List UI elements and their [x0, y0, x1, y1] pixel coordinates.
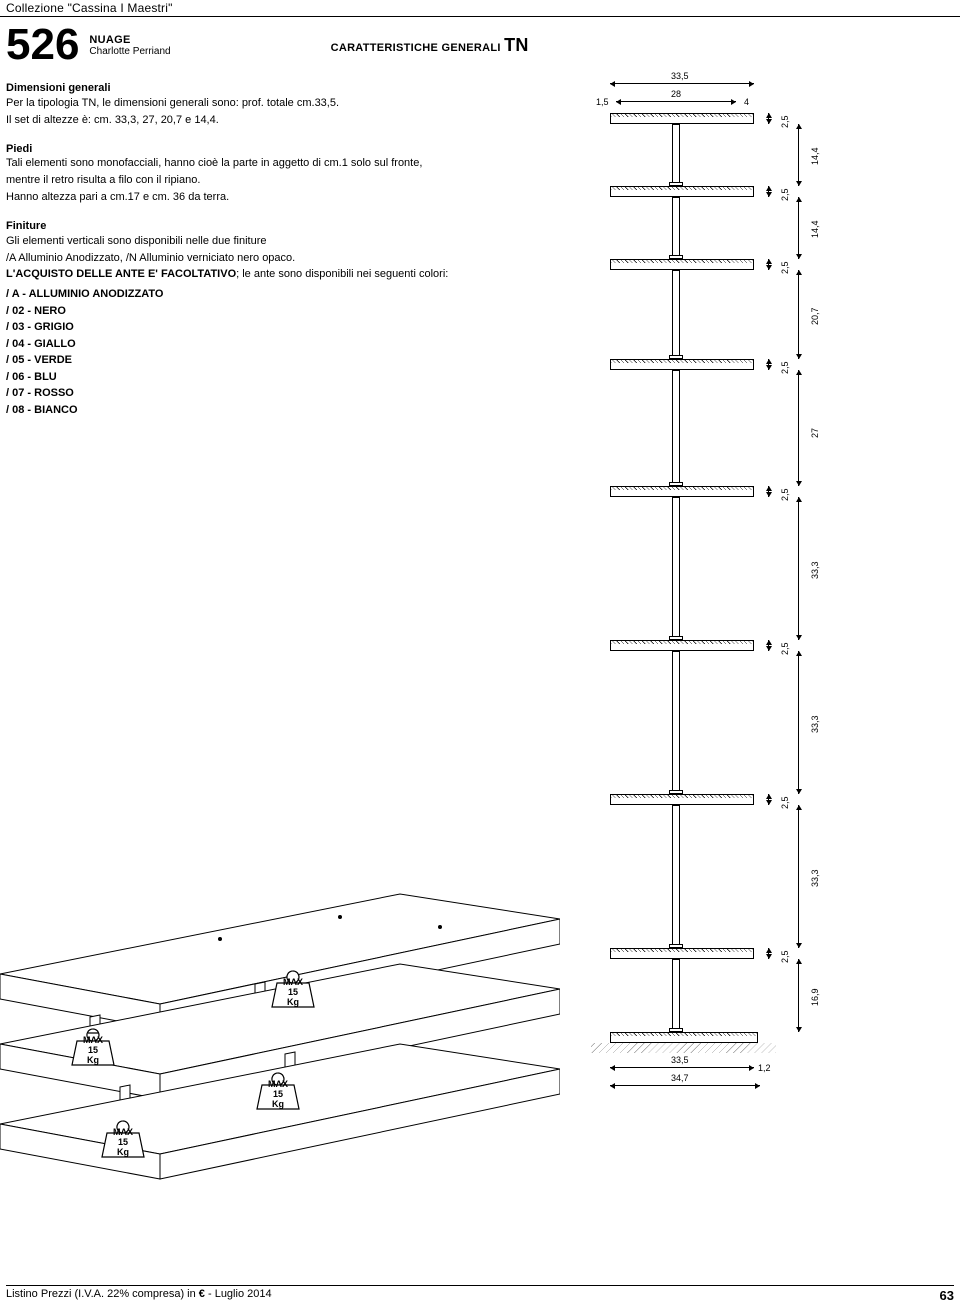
- dim-segment: 14,4: [810, 147, 820, 165]
- dim-top-left: 1,5: [596, 97, 609, 107]
- color-08: / 08 - BIANCO: [6, 402, 546, 419]
- product-block: NUAGE Charlotte Perriand: [89, 34, 170, 57]
- dim-thickness: 2,5: [780, 488, 790, 501]
- finiture-line1: Gli elementi verticali sono disponibili …: [6, 234, 546, 249]
- piedi-line3: Hanno altezza pari a cm.17 e cm. 36 da t…: [6, 190, 546, 205]
- piedi-heading: Piedi: [6, 142, 546, 157]
- dimensioni-line1: Per la tipologia TN, le dimensioni gener…: [6, 96, 546, 111]
- footer-suffix: - Luglio 2014: [205, 1288, 272, 1300]
- max-label: MAX: [113, 1127, 133, 1137]
- max-weight-tag: MAX15 Kg: [100, 1119, 146, 1159]
- color-05: / 05 - VERDE: [6, 352, 546, 369]
- dim-top-center: 33,5: [671, 71, 689, 81]
- model-number: 526: [6, 23, 79, 67]
- vertical-panel: [672, 651, 680, 794]
- dim-segment: 33,3: [810, 715, 820, 733]
- dim-segment: 16,9: [810, 988, 820, 1006]
- perspective-shelf-diagram: MAX15 Kg MAX15 Kg MAX15 Kg MAX15 Kg: [0, 839, 560, 1159]
- color-a: / A - ALLUMINIO ANODIZZATO: [6, 286, 546, 303]
- color-06: / 06 - BLU: [6, 369, 546, 386]
- section-title-prefix: CARATTERISTICHE GENERALI: [331, 42, 501, 54]
- dim-thickness: 2,5: [780, 950, 790, 963]
- side-elevation-diagram: 33,5 1,5 28 4 2,5 14,4 2,5 14,4 2,5 20,7 2,5 27 2,5 3…: [596, 73, 838, 1105]
- finiture-line3-prefix: L'ACQUISTO DELLE ANTE E' FACOLTATIVO: [6, 268, 236, 280]
- dim-segment: 20,7: [810, 307, 820, 325]
- color-04: / 04 - GIALLO: [6, 336, 546, 353]
- floor-hatch: [591, 1043, 776, 1053]
- section-title-type: TN: [504, 35, 529, 55]
- page-number: 63: [940, 1288, 954, 1303]
- dim-bottom-total: 34,7: [671, 1073, 689, 1083]
- dim-bottom-right: 1,2: [758, 1063, 771, 1073]
- finiture-heading: Finiture: [6, 219, 546, 234]
- vertical-panel: [672, 270, 680, 359]
- vertical-panel: [672, 497, 680, 640]
- max-weight: 15 Kg: [272, 1089, 284, 1109]
- max-weight-tag: MAX15 Kg: [255, 1071, 301, 1111]
- finiture-line3-suffix: ; le ante sono disponibili nei seguenti …: [236, 268, 448, 280]
- vertical-panel: [672, 197, 680, 259]
- vertical-panel: [672, 959, 680, 1032]
- vertical-panel: [672, 805, 680, 948]
- text-column: Dimensioni generali Per la tipologia TN,…: [6, 73, 546, 418]
- max-weight-tag: MAX15 Kg: [70, 1027, 116, 1067]
- piedi-line2: mentre il retro risulta a filo con il ri…: [6, 173, 546, 188]
- vertical-panel: [672, 124, 680, 186]
- footer-prefix: Listino Prezzi (I.V.A. 22% compresa) in: [6, 1288, 199, 1300]
- finiture-line3: L'ACQUISTO DELLE ANTE E' FACOLTATIVO; le…: [6, 267, 546, 282]
- max-label: MAX: [268, 1079, 288, 1089]
- dim-thickness: 2,5: [780, 796, 790, 809]
- dim-thickness: 2,5: [780, 261, 790, 274]
- dim-top-shelf: 28: [671, 89, 681, 99]
- dim-segment: 33,3: [810, 561, 820, 579]
- max-weight: 15 Kg: [287, 987, 299, 1007]
- designer-name: Charlotte Perriand: [89, 46, 170, 57]
- dim-thickness: 2,5: [780, 188, 790, 201]
- dim-thickness: 2,5: [780, 115, 790, 128]
- perspective-shelf-svg: [0, 839, 560, 1199]
- dim-segment: 27: [810, 428, 820, 438]
- max-weight: 15 Kg: [117, 1137, 129, 1157]
- dim-top-right: 4: [744, 97, 749, 107]
- dim-bottom-inner: 33,5: [671, 1055, 689, 1065]
- dim-segment: 33,3: [810, 869, 820, 887]
- dim-segment: 14,4: [810, 220, 820, 238]
- color-02: / 02 - NERO: [6, 303, 546, 320]
- diagram-column: 33,51,52842,514,42,514,42,520,72,5272,53…: [546, 73, 954, 418]
- max-weight-tag: MAX15 Kg: [270, 969, 316, 1009]
- color-list: / A - ALLUMINIO ANODIZZATO / 02 - NERO /…: [6, 286, 546, 418]
- product-name: NUAGE: [89, 34, 170, 46]
- page-footer: Listino Prezzi (I.V.A. 22% compresa) in …: [6, 1285, 954, 1303]
- color-03: / 03 - GRIGIO: [6, 319, 546, 336]
- max-label: MAX: [83, 1035, 103, 1045]
- dim-thickness: 2,5: [780, 361, 790, 374]
- piedi-line1: Tali elementi sono monofacciali, hanno c…: [6, 156, 546, 171]
- max-weight: 15 Kg: [87, 1045, 99, 1065]
- finiture-line2: /A Alluminio Anodizzato, /N Alluminio ve…: [6, 251, 546, 266]
- dimensioni-line2: Il set di altezze è: cm. 33,3, 27, 20,7 …: [6, 113, 546, 128]
- collection-header: Collezione "Cassina I Maestri": [0, 0, 960, 17]
- section-title: CARATTERISTICHE GENERALI TN: [331, 35, 529, 56]
- content-row: Dimensioni generali Per la tipologia TN,…: [0, 73, 960, 418]
- vertical-panel: [672, 370, 680, 486]
- color-07: / 07 - ROSSO: [6, 385, 546, 402]
- max-label: MAX: [283, 977, 303, 987]
- dim-thickness: 2,5: [780, 642, 790, 655]
- footer-left: Listino Prezzi (I.V.A. 22% compresa) in …: [6, 1288, 272, 1303]
- dimensioni-heading: Dimensioni generali: [6, 81, 546, 96]
- header-row: 526 NUAGE Charlotte Perriand CARATTERIST…: [0, 17, 960, 73]
